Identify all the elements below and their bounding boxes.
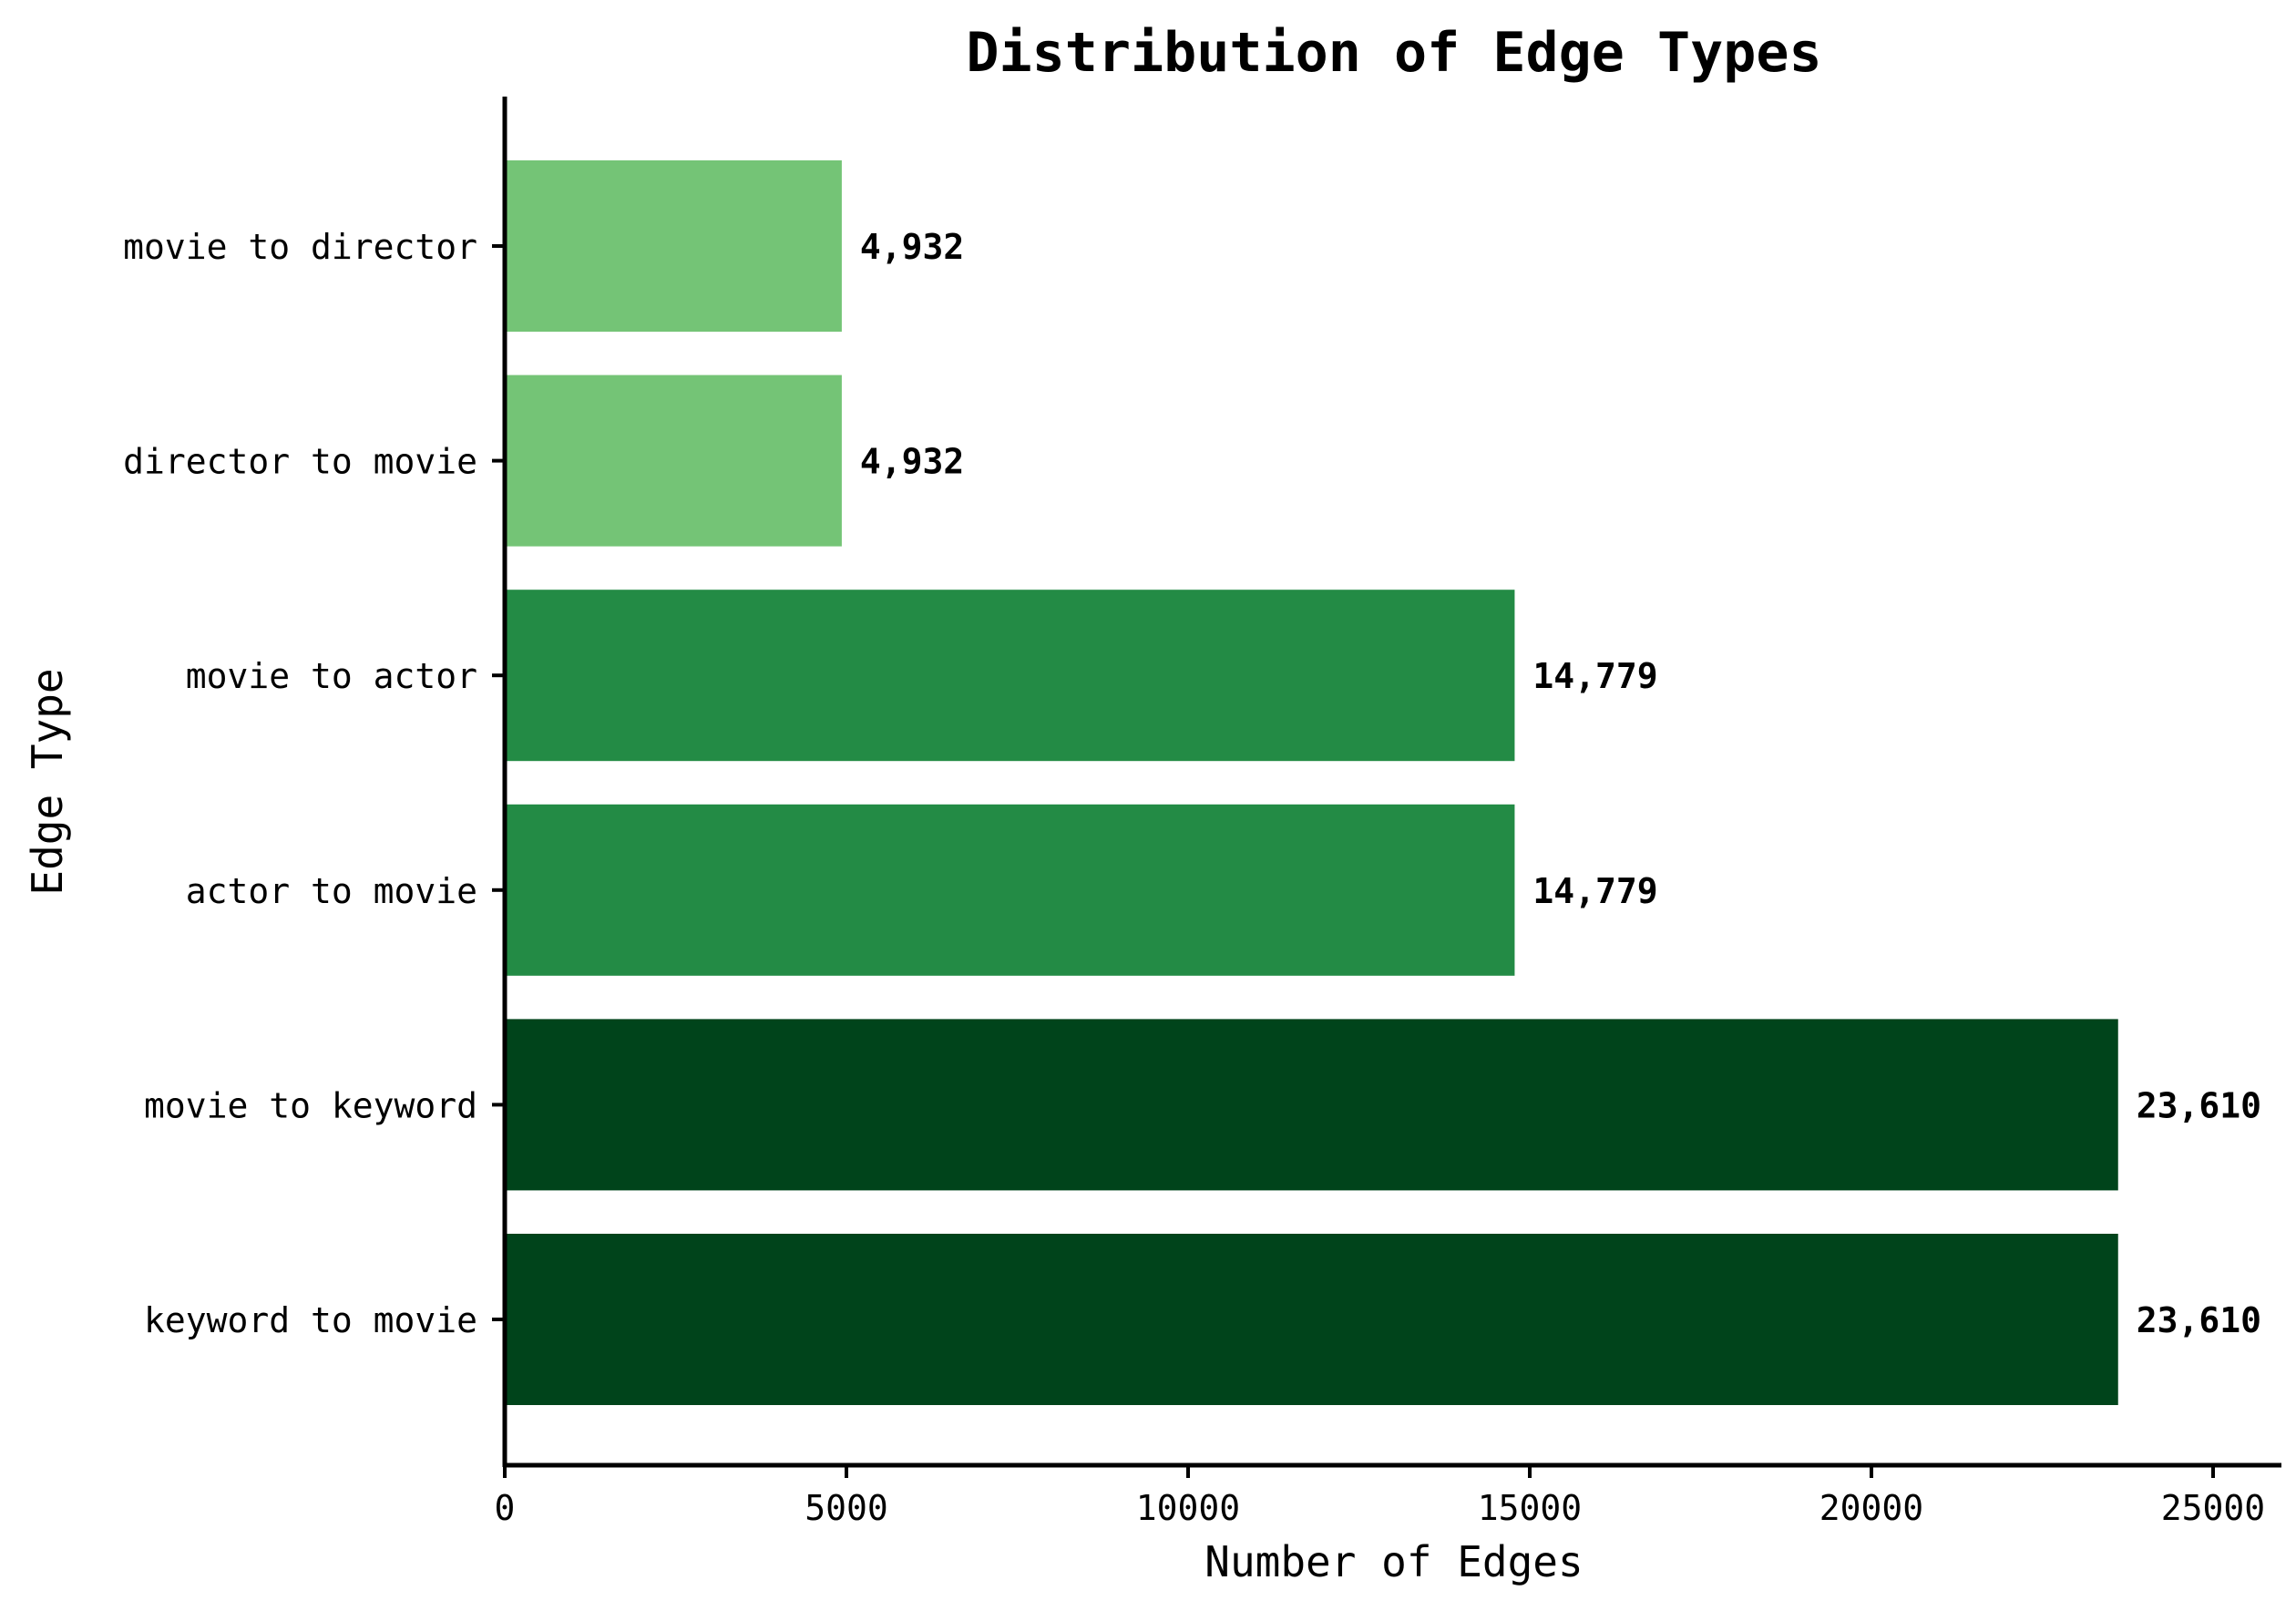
x-axis-label: Number of Edges bbox=[1204, 1537, 1583, 1586]
bar-value-label: 14,779 bbox=[1532, 656, 1657, 696]
y-tick-label: movie to director bbox=[123, 227, 477, 267]
y-tick-label: movie to keyword bbox=[144, 1085, 477, 1125]
bar-movie-to-actor bbox=[505, 590, 1515, 762]
y-tick-label: movie to actor bbox=[186, 656, 477, 696]
x-tick-label: 10000 bbox=[1136, 1488, 1240, 1528]
bar-actor-to-movie bbox=[505, 804, 1515, 976]
bar-value-label: 23,610 bbox=[2137, 1300, 2261, 1340]
bar-value-label: 14,779 bbox=[1532, 871, 1657, 911]
x-tick-label: 25000 bbox=[2161, 1488, 2265, 1528]
bar-value-label: 4,932 bbox=[860, 227, 964, 267]
y-tick-label: actor to movie bbox=[186, 871, 477, 911]
bar-keyword-to-movie bbox=[505, 1234, 2118, 1405]
bar-value-label: 23,610 bbox=[2137, 1085, 2261, 1125]
bar-labels-group: 23,610 23,610 14,779 14,779 4,932 4,932 bbox=[860, 227, 2261, 1340]
x-tick-label: 0 bbox=[495, 1488, 516, 1528]
y-ticks-group: keyword to movie movie to keyword actor to… bbox=[123, 227, 505, 1340]
x-ticks-group: 0 5000 10000 15000 20000 25000 bbox=[495, 1465, 2265, 1528]
y-tick-label: keyword to movie bbox=[144, 1300, 477, 1340]
bar-director-to-movie bbox=[505, 375, 842, 547]
bar-value-label: 4,932 bbox=[860, 442, 964, 482]
y-tick-label: director to movie bbox=[123, 442, 477, 482]
chart-title: Distribution of Edge Types bbox=[966, 21, 1821, 85]
y-axis-label: Edge Type bbox=[23, 668, 72, 895]
x-tick-label: 5000 bbox=[805, 1488, 888, 1528]
x-tick-label: 20000 bbox=[1819, 1488, 1923, 1528]
bars-group bbox=[505, 160, 2118, 1405]
x-tick-label: 15000 bbox=[1478, 1488, 1582, 1528]
bar-movie-to-director bbox=[505, 160, 842, 332]
bar-movie-to-keyword bbox=[505, 1019, 2118, 1191]
